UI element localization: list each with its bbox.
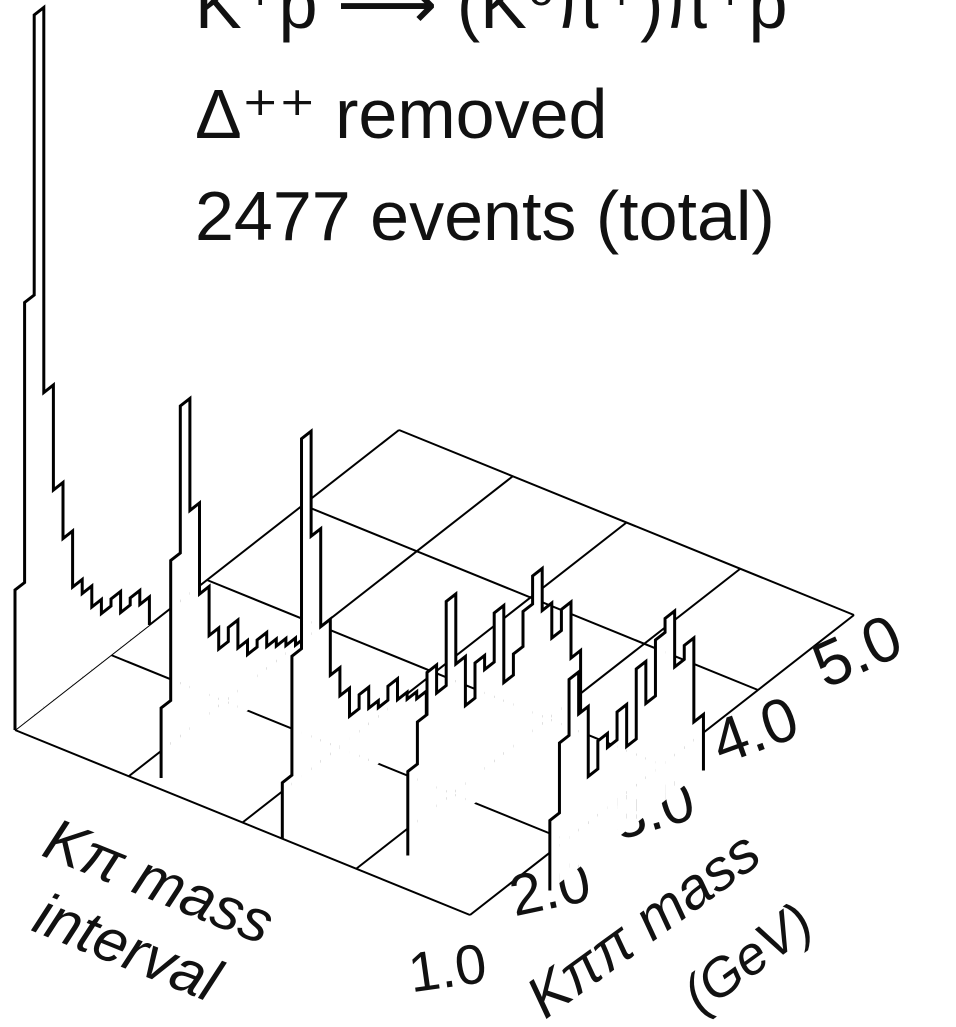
histogram-bin bbox=[82, 586, 92, 678]
histogram-bin bbox=[161, 700, 171, 778]
histogram-bin bbox=[301, 431, 312, 824]
histogram-bin bbox=[311, 528, 321, 817]
chart-title: K⁺p ⟶ (K⁰π⁺)π⁺p bbox=[195, 0, 788, 43]
annotation: Δ⁺⁺ removed bbox=[195, 75, 607, 153]
histogram bbox=[280, 428, 428, 839]
histogram-bin bbox=[257, 632, 267, 703]
histogram-bin bbox=[645, 695, 656, 816]
histogram-bin bbox=[43, 385, 54, 708]
histogram-bin bbox=[91, 599, 102, 670]
histogram-bin bbox=[569, 671, 579, 876]
histogram-bin bbox=[330, 667, 340, 802]
histogram-bin bbox=[170, 553, 181, 771]
histogram-bin bbox=[684, 637, 694, 786]
histogram-bin bbox=[378, 700, 388, 764]
x-tick-label: 1.0 bbox=[404, 931, 490, 1004]
histogram-bin bbox=[455, 656, 466, 818]
histogram-bin bbox=[247, 647, 258, 711]
histograms bbox=[13, 4, 705, 891]
histogram-bin bbox=[484, 662, 495, 796]
x-tick-label: 4.0 bbox=[703, 684, 808, 778]
histogram-bin bbox=[189, 503, 200, 756]
x-tick-label: 5.0 bbox=[802, 600, 913, 702]
histogram-bin bbox=[693, 714, 704, 778]
histogram-bin bbox=[427, 665, 437, 841]
histogram-bin bbox=[349, 708, 360, 787]
histogram-bin bbox=[626, 738, 637, 831]
histogram-bin bbox=[674, 659, 685, 793]
histogram-bin bbox=[655, 632, 666, 808]
grid-line bbox=[14, 729, 471, 916]
histogram-bin bbox=[209, 628, 219, 741]
histogram-bin bbox=[339, 688, 350, 794]
histogram-bin bbox=[417, 714, 427, 848]
histogram-bin bbox=[513, 646, 523, 773]
histogram-bin bbox=[503, 675, 514, 781]
histogram-bin bbox=[617, 704, 627, 838]
histogram-bin bbox=[494, 605, 504, 788]
histogram-bin bbox=[636, 661, 646, 823]
histogram-bin bbox=[446, 594, 456, 826]
histogram-bin bbox=[542, 603, 552, 751]
histogram-bin bbox=[180, 398, 190, 763]
histogram-bin bbox=[559, 735, 570, 883]
histogram-outline bbox=[548, 607, 705, 891]
histogram bbox=[159, 395, 307, 778]
histogram-bin bbox=[407, 691, 417, 742]
histogram-bin bbox=[130, 590, 140, 640]
histogram-bin bbox=[34, 7, 44, 715]
annotation: 2477 events (total) bbox=[195, 177, 775, 255]
histogram-bin bbox=[72, 579, 83, 685]
grid-line bbox=[302, 504, 759, 691]
grid-line bbox=[398, 429, 855, 616]
histogram bbox=[406, 565, 583, 856]
histogram-bin bbox=[597, 733, 608, 853]
histogram-bin bbox=[53, 482, 63, 700]
histogram-bin bbox=[588, 768, 598, 861]
histogram-outline bbox=[406, 565, 583, 856]
histogram-bin bbox=[218, 641, 229, 733]
histogram-bin bbox=[607, 739, 618, 846]
histogram-bin bbox=[199, 586, 210, 748]
histogram-bin bbox=[387, 678, 398, 757]
histogram-bin bbox=[139, 597, 150, 633]
histogram-bin bbox=[551, 630, 562, 743]
histogram-bin bbox=[237, 640, 248, 718]
histogram-bin bbox=[549, 812, 560, 891]
histogram-bin bbox=[228, 620, 238, 726]
histogram-bin bbox=[578, 706, 589, 868]
histogram-bin bbox=[266, 639, 277, 696]
histogram-bin bbox=[282, 775, 292, 839]
histogram-bin bbox=[532, 568, 543, 758]
histogram-outline bbox=[159, 395, 307, 778]
histogram-outline bbox=[13, 4, 151, 730]
histogram-bin bbox=[397, 692, 408, 749]
histogram-outline bbox=[280, 428, 428, 839]
histogram-bin bbox=[120, 605, 131, 648]
histogram bbox=[13, 4, 151, 730]
histogram-bin bbox=[111, 591, 121, 655]
histogram-bin bbox=[407, 764, 418, 856]
histogram-bin bbox=[320, 619, 331, 809]
histogram-bin bbox=[359, 687, 369, 779]
histogram-bin bbox=[101, 606, 111, 663]
histogram-bin bbox=[665, 610, 675, 801]
histogram-bin bbox=[63, 531, 73, 693]
histogram-bin bbox=[436, 685, 447, 833]
histogram-bin bbox=[24, 295, 35, 723]
histogram-bin bbox=[276, 638, 286, 688]
histogram bbox=[548, 607, 705, 891]
histogram-bin bbox=[368, 700, 379, 772]
histogram-bin bbox=[15, 582, 25, 730]
histogram-bin bbox=[475, 655, 485, 803]
histogram-bin bbox=[465, 698, 475, 811]
histogram-bin bbox=[523, 604, 533, 766]
histogram-bin bbox=[291, 648, 302, 832]
